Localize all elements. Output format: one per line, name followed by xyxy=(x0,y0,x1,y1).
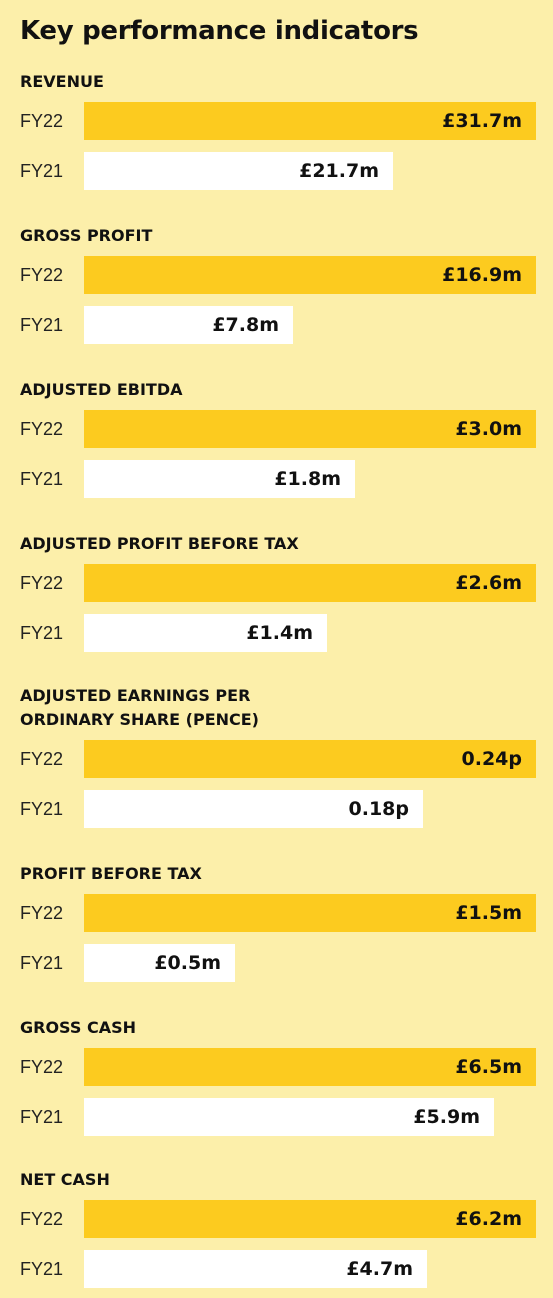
bar: £21.7m xyxy=(84,152,393,190)
kpi-title: REVENUE xyxy=(20,72,104,91)
data-label: £5.9m xyxy=(413,1106,480,1128)
data-label: 0.24p xyxy=(461,748,522,770)
data-label: £1.8m xyxy=(274,468,341,490)
kpi-title: GROSS PROFIT xyxy=(20,226,153,245)
category-label: FY22 xyxy=(20,265,64,285)
bar: £0.5m xyxy=(84,944,235,982)
bar: 0.24p xyxy=(84,740,536,778)
bar: £16.9m xyxy=(84,256,536,294)
category-label: FY22 xyxy=(20,903,64,923)
kpi-title: ORDINARY SHARE (PENCE) xyxy=(20,710,259,729)
category-label: FY21 xyxy=(20,1107,64,1127)
category-label: FY22 xyxy=(20,1057,64,1077)
data-label: £4.7m xyxy=(346,1258,413,1280)
data-label: £6.2m xyxy=(455,1208,522,1230)
bar: £1.4m xyxy=(84,614,327,652)
bar: £1.8m xyxy=(84,460,355,498)
category-label: FY21 xyxy=(20,161,64,181)
page-title: Key performance indicators xyxy=(20,16,419,46)
data-label: £1.5m xyxy=(455,902,522,924)
category-label: FY22 xyxy=(20,749,64,769)
kpi-title: ADJUSTED EARNINGS PER xyxy=(20,686,251,705)
bar: 0.18p xyxy=(84,790,423,828)
category-label: FY22 xyxy=(20,573,64,593)
data-label: £7.8m xyxy=(212,314,279,336)
bar: £31.7m xyxy=(84,102,536,140)
kpi-title: PROFIT BEFORE TAX xyxy=(20,864,202,883)
category-label: FY21 xyxy=(20,623,64,643)
kpi-title: ADJUSTED PROFIT BEFORE TAX xyxy=(20,534,299,553)
data-label: £21.7m xyxy=(299,160,379,182)
bar: £5.9m xyxy=(84,1098,494,1136)
bar: £6.2m xyxy=(84,1200,536,1238)
category-label: FY22 xyxy=(20,419,64,439)
data-label: £6.5m xyxy=(455,1056,522,1078)
category-label: FY22 xyxy=(20,111,64,131)
kpi-title: GROSS CASH xyxy=(20,1018,136,1037)
bar: £3.0m xyxy=(84,410,536,448)
kpi-title: ADJUSTED EBITDA xyxy=(20,380,183,399)
bar: £1.5m xyxy=(84,894,536,932)
category-label: FY21 xyxy=(20,315,64,335)
kpi-title: NET CASH xyxy=(20,1170,110,1189)
category-label: FY21 xyxy=(20,799,64,819)
data-label: £2.6m xyxy=(455,572,522,594)
data-label: £3.0m xyxy=(455,418,522,440)
data-label: £31.7m xyxy=(442,110,522,132)
category-label: FY21 xyxy=(20,469,64,489)
category-label: FY21 xyxy=(20,1259,64,1279)
data-label: £16.9m xyxy=(442,264,522,286)
bar: £4.7m xyxy=(84,1250,427,1288)
category-label: FY21 xyxy=(20,953,64,973)
data-label: £1.4m xyxy=(246,622,313,644)
data-label: 0.18p xyxy=(348,798,409,820)
bar: £2.6m xyxy=(84,564,536,602)
bar: £6.5m xyxy=(84,1048,536,1086)
category-label: FY22 xyxy=(20,1209,64,1229)
data-label: £0.5m xyxy=(154,952,221,974)
bar: £7.8m xyxy=(84,306,293,344)
